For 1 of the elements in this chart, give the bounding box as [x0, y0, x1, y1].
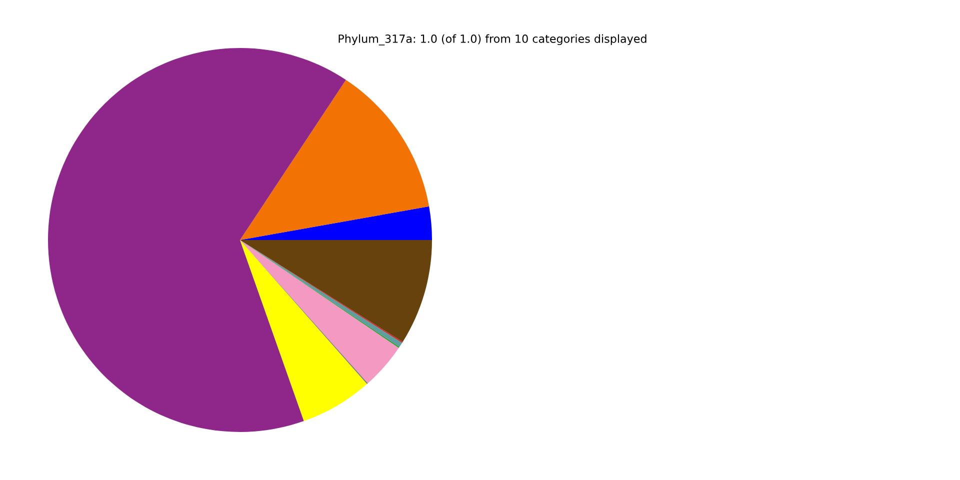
text: Phylum_317a: 1.0 (of 1.0) from 10 categories displayed: [338, 34, 646, 46]
